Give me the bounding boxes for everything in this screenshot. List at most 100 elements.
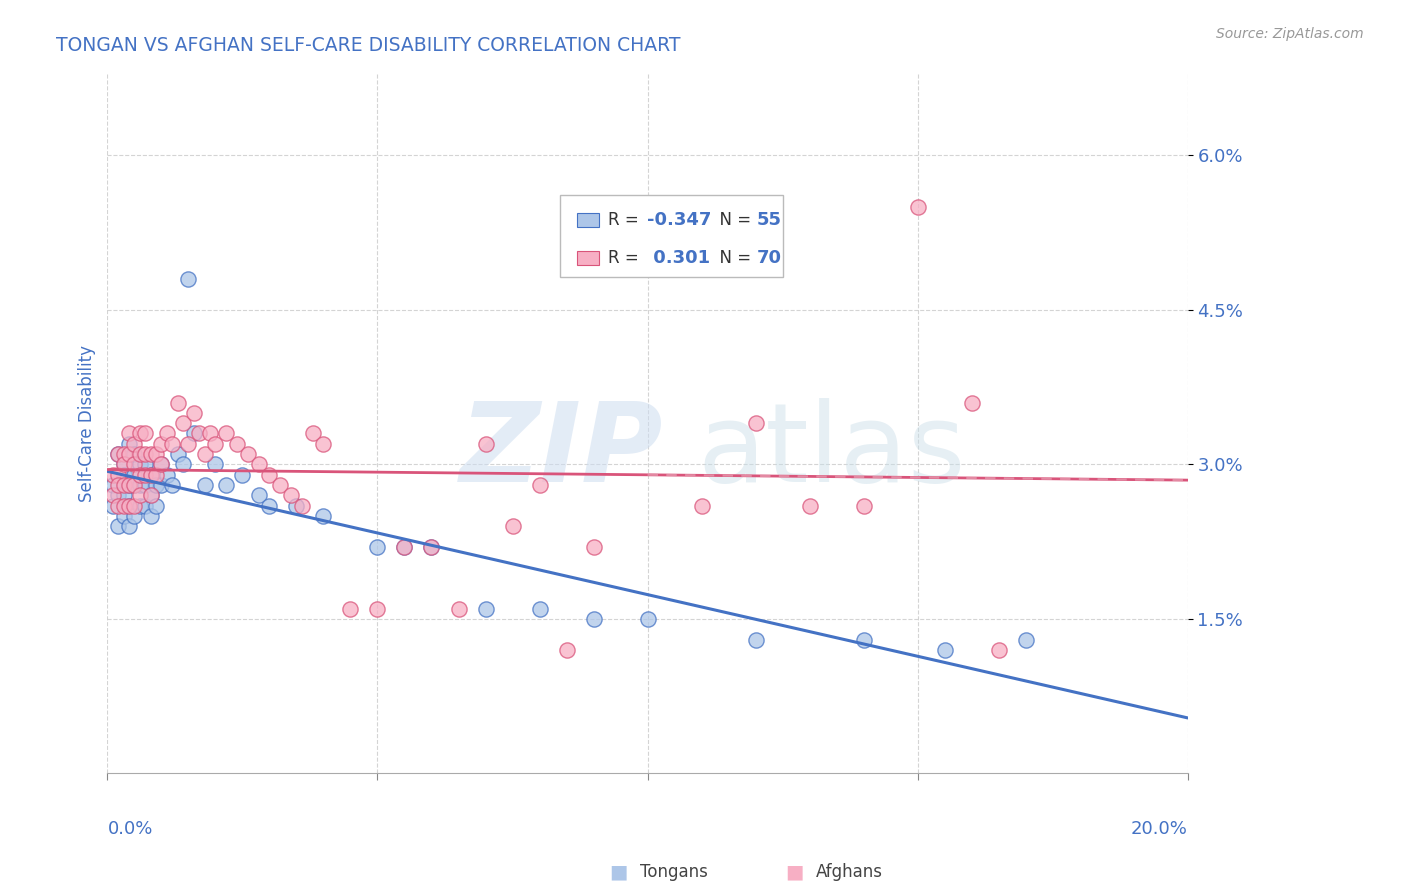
Point [799,499,821,513]
Point [150,478,173,492]
Point [124,478,146,492]
Point [101,488,124,502]
Point [112,478,135,492]
Point [150,458,173,472]
Point [198,426,221,441]
Point [134,478,156,492]
Point [259,467,281,482]
Point [139,447,162,461]
Point [637,612,659,626]
Point [112,458,135,472]
Text: 0.0%: 0.0% [107,820,153,838]
Point [124,499,146,513]
Point [134,467,156,482]
Point [291,499,314,513]
Point [101,478,124,492]
Point [1015,632,1038,647]
Point [139,488,162,502]
Point [934,642,956,657]
Point [107,499,129,513]
Point [960,395,983,409]
Point [107,447,129,461]
Point [107,467,129,482]
Point [172,416,194,430]
Point [124,467,146,482]
Point [139,467,162,482]
Point [118,499,141,513]
Point [582,540,605,554]
Text: ZIP: ZIP [460,398,662,505]
Point [236,447,259,461]
Point [101,467,124,482]
Point [128,426,150,441]
Point [128,488,150,502]
Point [183,406,205,420]
Point [112,447,135,461]
Point [124,458,146,472]
Point [474,437,496,451]
Point [582,612,605,626]
Point [139,508,162,523]
Point [112,467,135,482]
Point [852,499,875,513]
Point [124,478,146,492]
Point [134,447,156,461]
Point [134,499,156,513]
Point [139,467,162,482]
Point [118,437,141,451]
Text: 20.0%: 20.0% [1130,820,1188,838]
Point [118,519,141,533]
Text: 0.301: 0.301 [647,249,710,267]
Point [215,426,238,441]
Point [107,447,129,461]
Point [118,447,141,461]
Point [247,458,270,472]
Point [112,458,135,472]
Point [690,499,713,513]
Point [231,467,253,482]
Point [852,632,875,647]
Point [339,601,361,615]
Point [160,478,183,492]
Point [987,642,1010,657]
Text: ■: ■ [785,863,804,882]
Point [112,508,135,523]
Point [366,540,388,554]
Point [204,437,226,451]
Point [107,478,129,492]
Point [183,426,205,441]
Point [112,488,135,502]
Point [907,200,929,214]
Point [394,540,416,554]
Point [124,437,146,451]
Point [204,458,226,472]
Y-axis label: Self-Care Disability: Self-Care Disability [79,344,96,501]
Point [134,426,156,441]
Point [502,519,524,533]
Point [555,642,578,657]
Point [269,478,291,492]
Point [128,467,150,482]
Text: R =: R = [607,211,644,229]
Point [145,447,167,461]
Point [166,395,188,409]
Point [134,458,156,472]
Point [128,478,150,492]
Point [145,499,167,513]
Point [285,499,308,513]
Point [226,437,249,451]
Point [107,488,129,502]
Point [166,447,188,461]
Point [366,601,388,615]
Text: R =: R = [607,249,644,267]
Point [128,499,150,513]
Point [247,488,270,502]
Point [145,478,167,492]
Text: 55: 55 [756,211,782,229]
Point [529,478,551,492]
Text: TONGAN VS AFGHAN SELF-CARE DISABILITY CORRELATION CHART: TONGAN VS AFGHAN SELF-CARE DISABILITY CO… [56,36,681,54]
Text: N =: N = [709,249,756,267]
Point [280,488,302,502]
Text: Source: ZipAtlas.com: Source: ZipAtlas.com [1216,27,1364,41]
Text: Afghans: Afghans [815,863,883,881]
